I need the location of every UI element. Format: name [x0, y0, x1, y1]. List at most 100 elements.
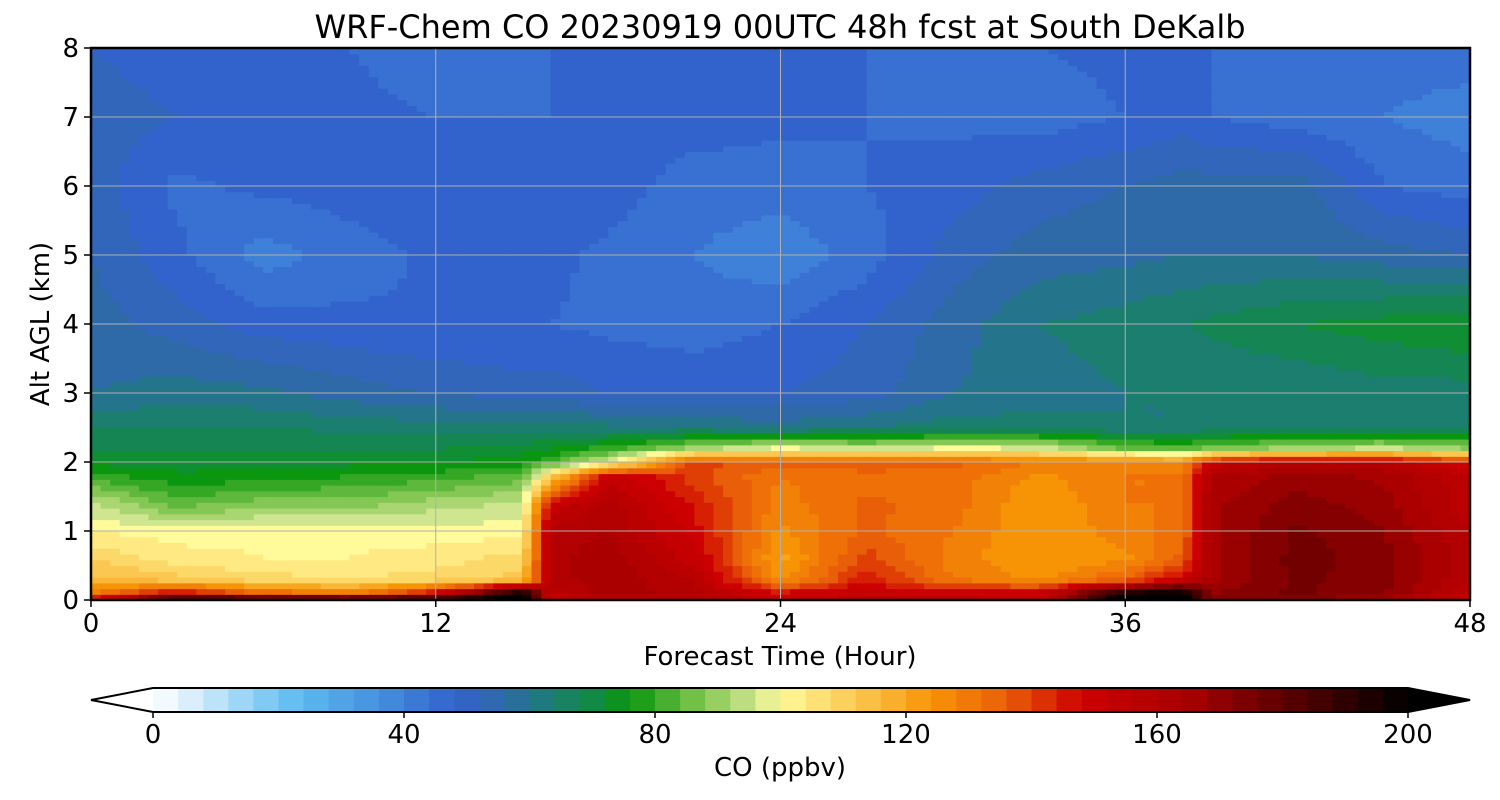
field-cell	[1384, 589, 1394, 595]
field-cell	[311, 491, 321, 497]
field-cell	[455, 560, 465, 566]
field-cell	[618, 422, 628, 428]
field-cell	[857, 479, 867, 485]
field-cell	[589, 589, 599, 595]
field-cell	[464, 468, 474, 474]
field-cell	[455, 571, 465, 577]
field-cell	[943, 520, 953, 526]
field-cell	[742, 514, 752, 520]
field-cell	[790, 571, 800, 577]
field-cell	[541, 491, 551, 497]
field-cell	[1326, 537, 1336, 543]
field-cell	[713, 416, 723, 422]
field-cell	[1278, 577, 1288, 583]
field-cell	[761, 514, 771, 520]
field-cell	[1116, 491, 1126, 497]
field-cell	[1432, 485, 1442, 491]
field-cell	[1336, 583, 1346, 589]
field-cell	[1355, 548, 1365, 554]
field-cell	[196, 445, 206, 451]
field-cell	[1211, 577, 1221, 583]
field-cell	[733, 583, 743, 589]
field-cell	[1231, 514, 1241, 520]
field-cell	[1374, 589, 1384, 595]
field-cell	[464, 439, 474, 445]
field-cell	[1125, 589, 1135, 595]
field-cell	[206, 410, 216, 416]
field-cell	[848, 537, 858, 543]
field-cell	[570, 537, 580, 543]
field-cell	[924, 497, 934, 503]
field-cell	[311, 577, 321, 583]
field-cell	[656, 445, 666, 451]
field-cell	[1278, 566, 1288, 572]
field-cell	[1001, 583, 1011, 589]
field-cell	[1403, 514, 1413, 520]
field-cell	[196, 571, 206, 577]
field-cell	[464, 514, 474, 520]
field-cell	[1441, 439, 1451, 445]
field-cell	[1164, 433, 1174, 439]
field-cell	[1298, 548, 1308, 554]
field-cell	[436, 405, 446, 411]
field-cell	[761, 428, 771, 434]
field-cell	[206, 508, 216, 514]
field-cell	[1336, 537, 1346, 543]
field-cell	[886, 571, 896, 577]
field-cell	[1346, 468, 1356, 474]
field-cell	[359, 537, 369, 543]
field-cell	[369, 410, 379, 416]
field-cell	[302, 531, 312, 537]
field-cell	[330, 520, 340, 526]
field-cell	[1240, 439, 1250, 445]
field-cell	[1355, 537, 1365, 543]
field-cell	[953, 405, 963, 411]
field-cell	[1135, 445, 1145, 451]
field-cell	[1384, 531, 1394, 537]
field-cell	[943, 497, 953, 503]
field-cell	[292, 468, 302, 474]
field-cell	[962, 439, 972, 445]
field-cell	[589, 428, 599, 434]
field-cell	[924, 548, 934, 554]
field-cell	[1269, 468, 1279, 474]
field-cell	[1039, 445, 1049, 451]
field-cell	[848, 520, 858, 526]
field-cell	[148, 543, 158, 549]
field-cell	[196, 439, 206, 445]
field-cell	[905, 474, 915, 480]
field-cell	[809, 543, 819, 549]
field-cell	[273, 548, 283, 554]
field-cell	[742, 520, 752, 526]
field-cell	[1393, 468, 1403, 474]
field-cell	[790, 439, 800, 445]
field-cell	[273, 497, 283, 503]
field-cell	[1298, 479, 1308, 485]
field-cell	[694, 428, 704, 434]
field-cell	[273, 479, 283, 485]
field-cell	[1183, 485, 1193, 491]
field-cell	[809, 583, 819, 589]
field-cell	[1068, 566, 1078, 572]
field-cell	[1164, 405, 1174, 411]
field-cell	[1020, 474, 1030, 480]
field-cell	[1393, 416, 1403, 422]
field-cell	[685, 531, 695, 537]
field-cell	[560, 571, 570, 577]
field-cell	[1144, 548, 1154, 554]
field-cell	[1058, 462, 1068, 468]
field-cell	[445, 531, 455, 537]
field-cell	[292, 416, 302, 422]
field-cell	[503, 468, 513, 474]
field-cell	[474, 462, 484, 468]
field-cell	[618, 537, 628, 543]
field-cell	[1154, 462, 1164, 468]
field-cell	[781, 560, 791, 566]
field-cell	[139, 405, 149, 411]
field-cell	[876, 474, 886, 480]
field-cell	[694, 543, 704, 549]
field-cell	[1250, 531, 1260, 537]
field-cell	[599, 485, 609, 491]
field-cell	[101, 422, 111, 428]
field-cell	[886, 399, 896, 405]
